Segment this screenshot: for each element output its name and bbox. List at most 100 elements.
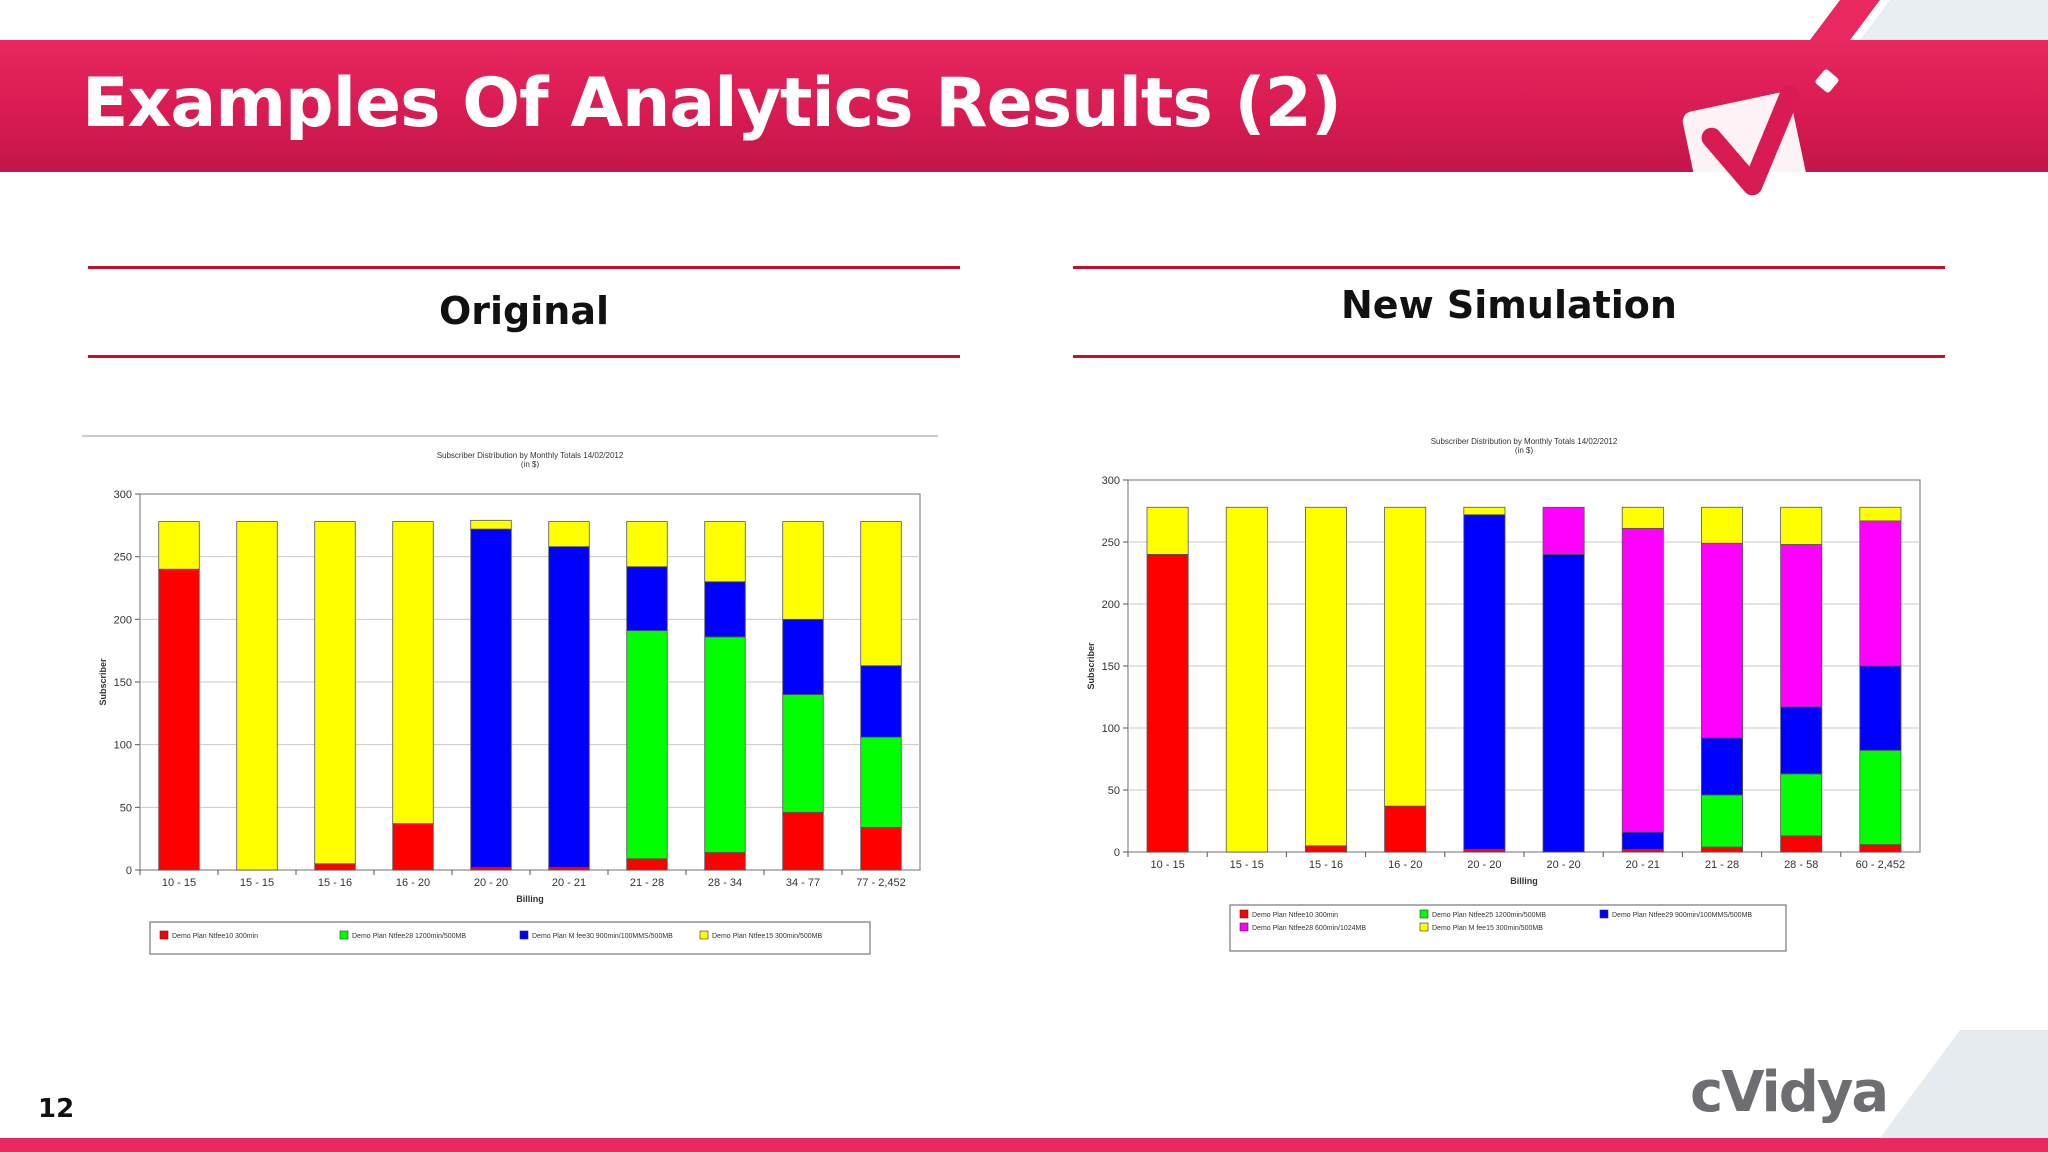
bar-segment — [782, 694, 824, 813]
bar-segment — [626, 630, 668, 860]
bar-segment — [1621, 831, 1664, 850]
legend-label: Demo Plan Ntfee29 900min/100MMS/500MB — [1612, 912, 1752, 919]
bar-segment — [1542, 554, 1585, 853]
bar-segment — [1780, 706, 1823, 775]
x-tick-label: 15 - 15 — [240, 877, 274, 889]
legend-label: Demo Plan Ntfee10 300min — [172, 933, 258, 940]
bar-segment — [1225, 506, 1268, 853]
bar-segment — [1780, 773, 1823, 837]
bar-segment — [1780, 506, 1823, 545]
x-tick-label: 15 - 16 — [1309, 859, 1343, 871]
bar-segment — [1701, 846, 1743, 853]
legend-swatch — [1239, 922, 1249, 932]
bar-segment — [158, 521, 200, 570]
x-tick-label: 15 - 15 — [1230, 859, 1264, 871]
bar-segment — [1146, 506, 1189, 555]
bar-segment — [1859, 749, 1902, 845]
x-tick-label: 34 - 77 — [786, 877, 820, 889]
y-axis-label: Subscriber — [1086, 642, 1096, 690]
bar-segment — [470, 519, 512, 530]
y-tick-label: 250 — [114, 552, 132, 564]
legend-label: Demo Plan Ntfee28 1200min/500MB — [352, 933, 466, 940]
y-tick-label: 150 — [1102, 661, 1120, 673]
bar-segment — [1542, 506, 1585, 555]
bar-segment — [1780, 544, 1823, 708]
legend-label: Demo Plan M fee30 900min/100MMS/500MB — [532, 933, 673, 940]
page-number: 12 — [38, 1094, 75, 1124]
bar-segment — [782, 811, 824, 871]
x-tick-label: 20 - 20 — [474, 877, 508, 889]
bar-segment — [1859, 665, 1902, 751]
bar-segment — [1384, 805, 1427, 853]
x-tick-label: 10 - 15 — [162, 877, 196, 889]
slide-title: Examples Of Analytics Results (2) — [82, 64, 1342, 143]
y-tick-label: 0 — [1114, 847, 1120, 859]
bar-segment — [1780, 835, 1823, 853]
x-tick-label: 16 - 20 — [1388, 859, 1422, 871]
bar-segment — [626, 521, 668, 568]
bar-segment — [704, 521, 746, 583]
bar-segment — [314, 521, 356, 865]
bar-segment — [548, 546, 590, 868]
y-tick-label: 200 — [114, 614, 132, 626]
x-tick-label: 77 - 2,452 — [856, 877, 906, 889]
footer-corner-decoration — [1880, 1030, 2048, 1138]
legend-label: Demo Plan Ntfee15 300min/500MB — [712, 933, 822, 940]
simulation-chart: Subscriber Distribution by Monthly Total… — [1086, 437, 1921, 952]
x-axis-label: Billing — [516, 894, 544, 904]
bar-segment — [860, 665, 902, 738]
legend-swatch — [159, 930, 169, 940]
legend-swatch — [1419, 922, 1429, 932]
bar-segment — [1701, 737, 1743, 796]
x-tick-label: 60 - 2,452 — [1856, 859, 1906, 871]
chart-title: Subscriber Distribution by Monthly Total… — [437, 451, 624, 460]
bar-segment — [236, 521, 278, 871]
y-tick-label: 50 — [1108, 785, 1120, 797]
bar-segment — [782, 618, 824, 695]
bar-segment — [1859, 506, 1902, 522]
original-chart: Subscriber Distribution by Monthly Total… — [82, 435, 938, 955]
bar-segment — [1146, 554, 1189, 853]
bar-segment — [1859, 520, 1902, 667]
original-heading-box: Original — [88, 266, 960, 358]
legend-swatch — [1419, 909, 1429, 919]
bar-segment — [1701, 542, 1743, 739]
y-tick-label: 150 — [114, 677, 132, 689]
bar-segment — [626, 858, 668, 871]
footer-bar — [0, 1138, 2048, 1152]
bar-segment — [704, 581, 746, 638]
bar-segment — [470, 528, 512, 868]
bar-segment — [704, 852, 746, 871]
bar-segment — [782, 521, 824, 620]
y-axis-label: Subscriber — [98, 658, 108, 706]
bar-segment — [1621, 506, 1664, 529]
x-tick-label: 20 - 20 — [1546, 859, 1580, 871]
y-tick-label: 300 — [1102, 475, 1120, 487]
x-tick-label: 28 - 34 — [708, 877, 742, 889]
checkmark-logo-icon — [1682, 69, 1839, 220]
y-tick-label: 0 — [126, 865, 132, 877]
x-tick-label: 28 - 58 — [1784, 859, 1818, 871]
y-tick-label: 250 — [1102, 537, 1120, 549]
legend-swatch — [1239, 909, 1249, 919]
legend-label: Demo Plan Ntfee25 1200min/500MB — [1432, 912, 1546, 919]
y-tick-label: 100 — [1102, 723, 1120, 735]
legend-box — [149, 921, 871, 955]
simulation-heading: New Simulation — [1341, 283, 1677, 327]
corner-stripe-decoration — [1810, 0, 2048, 40]
x-axis-label: Billing — [1510, 876, 1538, 886]
bar-segment — [1463, 506, 1506, 516]
legend-label: Demo Plan Ntfee28 600min/1024MB — [1252, 925, 1366, 932]
x-tick-label: 15 - 16 — [318, 877, 352, 889]
bar-segment — [314, 863, 356, 871]
legend-swatch — [519, 930, 529, 940]
bar-segment — [392, 823, 434, 871]
bar-segment — [704, 636, 746, 853]
y-tick-label: 50 — [120, 802, 132, 814]
bar-segment — [392, 521, 434, 825]
y-tick-label: 300 — [114, 489, 132, 501]
x-tick-label: 20 - 21 — [1626, 859, 1660, 871]
bar-segment — [626, 566, 668, 632]
legend-swatch — [699, 930, 709, 940]
chart-subtitle: (in $) — [1515, 446, 1534, 455]
